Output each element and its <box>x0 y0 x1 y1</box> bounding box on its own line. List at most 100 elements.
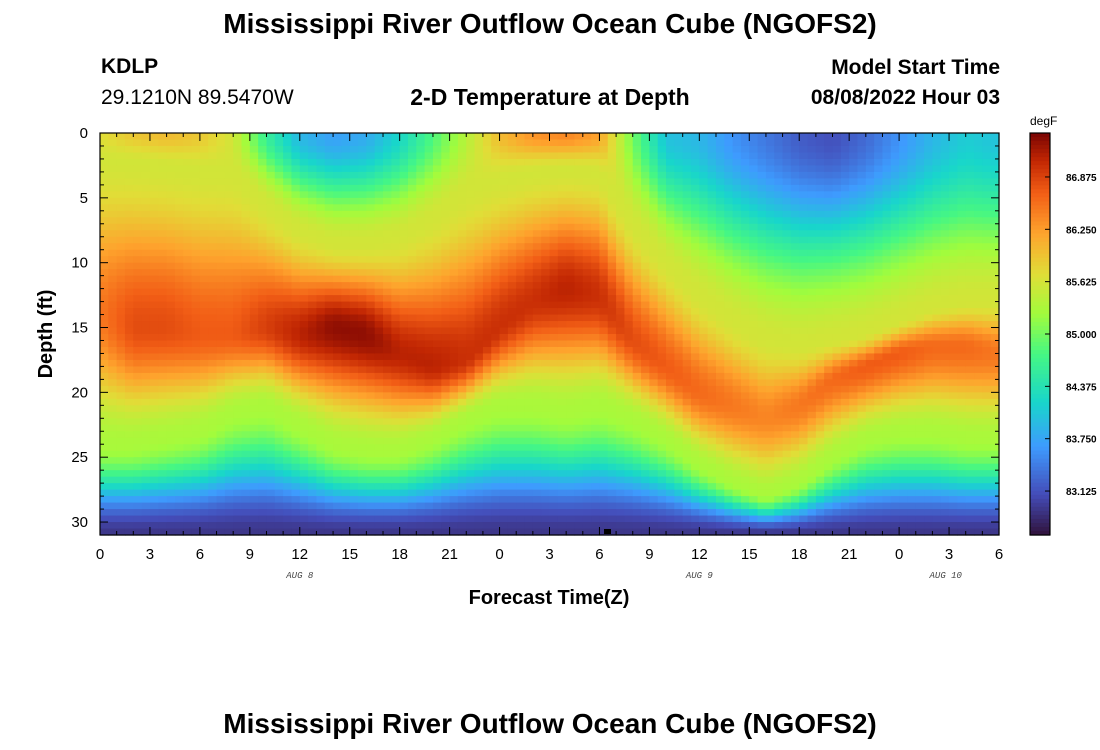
heat-cell <box>666 282 675 290</box>
heat-cell <box>449 483 459 491</box>
heat-cell <box>366 496 376 504</box>
heat-cell <box>740 243 750 251</box>
heat-cell <box>366 210 376 218</box>
heat-cell <box>757 327 767 335</box>
heat-cell <box>457 158 467 167</box>
heat-cell <box>183 483 193 491</box>
heat-cell <box>308 288 318 296</box>
heat-cell <box>349 437 359 445</box>
heat-cell <box>324 249 334 257</box>
heat-cell <box>383 327 392 335</box>
heat-cell <box>574 230 584 238</box>
heat-cell <box>457 327 467 335</box>
heat-cell <box>308 314 318 322</box>
heat-cell <box>441 379 451 387</box>
heat-cell <box>441 334 451 342</box>
heat-cell <box>674 528 684 536</box>
heat-cell <box>666 457 675 465</box>
heat-cell <box>699 522 709 530</box>
heat-cell <box>174 269 184 277</box>
heat-cell <box>174 288 184 296</box>
heat-cell <box>366 450 376 458</box>
heat-cell <box>191 411 201 419</box>
heat-cell <box>333 243 342 251</box>
heat-cell <box>391 236 401 244</box>
heat-cell <box>249 327 259 335</box>
heat-cell <box>432 165 442 173</box>
heat-cell <box>482 308 492 316</box>
heat-cell <box>666 269 675 277</box>
heat-cell <box>632 327 642 335</box>
heat-cell <box>691 210 700 218</box>
heat-cell <box>366 418 376 426</box>
heat-cell <box>557 288 567 296</box>
heat-cell <box>557 359 567 368</box>
heat-cell <box>308 334 318 342</box>
heat-cell <box>441 295 451 303</box>
heat-cell <box>641 165 650 173</box>
heat-cell <box>557 178 567 186</box>
heat-cell <box>599 334 609 342</box>
heat-cell <box>516 334 526 342</box>
heat-cell <box>649 184 659 192</box>
heat-cell <box>474 418 484 426</box>
heat-cell <box>291 191 301 199</box>
heat-cell <box>666 314 675 322</box>
heat-cell <box>674 282 684 290</box>
heat-cell <box>191 191 201 199</box>
heat-cell <box>432 334 442 342</box>
heat-cell <box>566 288 576 296</box>
heat-cell <box>133 171 143 179</box>
heat-cell <box>732 528 742 536</box>
heat-cell <box>283 496 293 504</box>
heat-cell <box>149 256 159 264</box>
heat-cell <box>241 431 251 439</box>
heat-cell <box>333 431 342 439</box>
heat-cell <box>416 470 426 478</box>
heat-cell <box>249 372 259 380</box>
heat-cell <box>258 463 268 471</box>
heat-cell <box>191 145 201 154</box>
heat-cell <box>333 483 342 491</box>
heat-cell <box>424 249 434 257</box>
heat-cell <box>383 405 392 413</box>
heat-cell <box>183 528 193 536</box>
heat-cell <box>133 528 143 536</box>
heat-cell <box>616 327 626 335</box>
heat-cell <box>407 444 417 452</box>
heat-cell <box>566 457 576 465</box>
heat-cell <box>541 327 551 335</box>
heat-cell <box>374 522 384 530</box>
heat-cell <box>599 431 609 439</box>
heat-cell <box>241 424 251 432</box>
heat-cell <box>474 457 484 465</box>
heat-cell <box>649 314 659 322</box>
heat-cell <box>507 184 517 192</box>
heat-cell <box>757 522 767 530</box>
heat-cell <box>574 346 584 355</box>
heat-cell <box>249 308 259 316</box>
heat-cell <box>191 353 201 361</box>
heat-cell <box>449 528 459 536</box>
heat-cell <box>516 249 526 257</box>
heat-cell <box>141 217 151 225</box>
heat-cell <box>532 288 542 296</box>
heat-cell <box>532 411 542 419</box>
heat-cell <box>449 314 459 322</box>
heat-cell <box>158 334 168 342</box>
heat-cell <box>100 249 109 257</box>
heat-cell <box>349 385 359 393</box>
heat-cell <box>707 171 717 179</box>
heat-cell <box>541 210 551 218</box>
heat-cell <box>507 457 517 465</box>
heat-cell <box>599 379 609 387</box>
heat-cell <box>108 197 118 205</box>
heat-cell <box>599 152 609 160</box>
heat-cell <box>191 178 201 186</box>
heat-cell <box>399 392 409 400</box>
heat-cell <box>432 496 442 504</box>
heat-cell <box>241 366 251 374</box>
heat-cell <box>100 418 109 426</box>
heat-cell <box>682 178 692 186</box>
heat-cell <box>457 392 467 400</box>
